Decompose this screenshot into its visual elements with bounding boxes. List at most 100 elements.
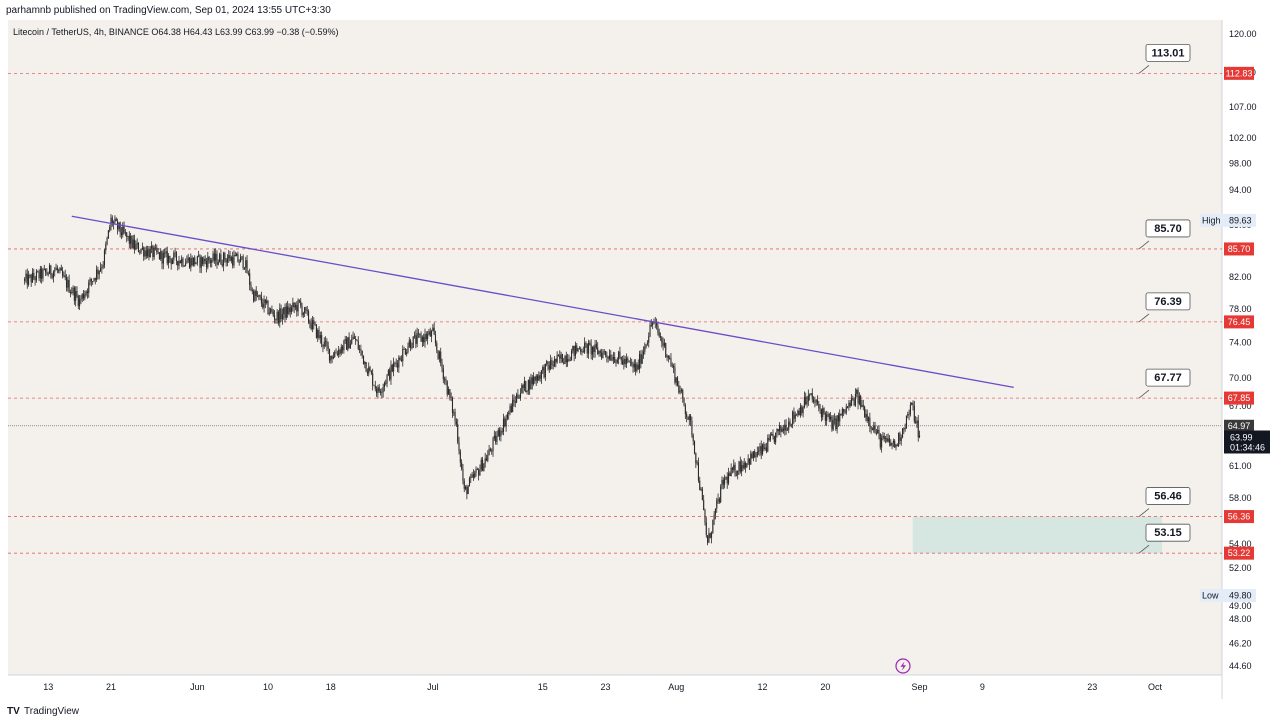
candle-body — [42, 269, 44, 279]
candle-body — [76, 291, 78, 297]
candle-body — [173, 252, 175, 261]
candle-body — [807, 395, 809, 402]
candle-body — [578, 348, 580, 350]
candle-body — [224, 253, 226, 261]
descending-trendline[interactable] — [71, 215, 1014, 388]
candle-body — [297, 299, 299, 312]
candle-body — [236, 253, 238, 257]
candle-body — [478, 469, 480, 476]
candle-body — [436, 343, 438, 351]
candle-body — [153, 247, 155, 257]
level-callout[interactable]: 85.70 — [1138, 219, 1191, 250]
candle-body — [385, 382, 387, 384]
candle-body — [174, 252, 176, 254]
candle-body — [886, 438, 888, 442]
candle-body — [781, 428, 783, 432]
lightning-event-icon[interactable] — [895, 658, 911, 674]
candle-body — [710, 532, 713, 538]
candle-body — [898, 433, 900, 446]
level-callout[interactable]: 56.46 — [1138, 487, 1191, 517]
candle-body — [590, 344, 592, 355]
candle-body — [705, 522, 707, 536]
candle-body — [275, 319, 277, 321]
candle-body — [130, 235, 132, 244]
candle-body — [782, 428, 785, 431]
level-callout[interactable]: 76.39 — [1138, 292, 1191, 323]
candle-body — [645, 344, 647, 347]
level-price-tag — [1224, 242, 1254, 256]
candle-body — [26, 273, 28, 285]
candle-body — [345, 338, 348, 350]
candle-body — [731, 467, 734, 470]
candle-body — [457, 424, 459, 443]
candle-body — [207, 256, 209, 268]
candle-body — [364, 362, 366, 365]
candle-body — [196, 256, 198, 263]
candle-body — [390, 364, 392, 380]
candle-body — [381, 392, 383, 393]
candle-body — [909, 404, 911, 415]
candle-body — [219, 254, 221, 263]
candle-body — [140, 249, 142, 253]
candle-body — [79, 298, 81, 307]
candle-body — [262, 303, 264, 308]
candle-body — [250, 285, 252, 291]
candle-body — [831, 416, 833, 430]
candle-body — [612, 356, 614, 360]
candle-body — [916, 420, 918, 424]
candle-body — [845, 406, 847, 413]
candle-body — [335, 352, 337, 354]
candle-body — [293, 302, 295, 308]
callout-label: 76.39 — [1154, 296, 1182, 308]
candle-body — [862, 405, 864, 407]
candle-body — [680, 389, 682, 392]
level-callouts[interactable]: 113.01 85.70 76.39 67.77 56.46 53.15 — [1138, 43, 1191, 554]
candle-body — [896, 444, 898, 446]
candle-body — [615, 362, 617, 364]
candle-body — [466, 486, 468, 495]
candle-body — [419, 333, 421, 335]
candle-body — [857, 389, 859, 404]
candle-body — [164, 252, 166, 254]
candle-body — [748, 458, 751, 465]
countdown-text: 01:34:46 — [1230, 442, 1265, 452]
candle-body — [468, 478, 471, 487]
price-axis[interactable] — [1222, 20, 1280, 675]
candle-body — [169, 255, 171, 259]
candle-body — [828, 414, 830, 420]
candle-body — [593, 346, 595, 353]
level-callout[interactable]: 67.77 — [1138, 368, 1191, 399]
candle-body — [873, 425, 875, 431]
candle-body — [742, 465, 744, 469]
candle-body — [641, 354, 643, 364]
candle-body — [605, 351, 607, 356]
candle-body — [535, 375, 537, 381]
callout-label: 113.01 — [1151, 47, 1184, 59]
candle-body — [839, 413, 841, 422]
x-tick: 15 — [538, 682, 548, 692]
candle-body — [166, 251, 168, 264]
candle-body — [720, 486, 722, 503]
candle-body — [437, 350, 439, 359]
candle-body — [892, 440, 894, 443]
candle-body — [400, 359, 402, 362]
candle-body — [836, 415, 838, 430]
level-callout[interactable]: 113.01 — [1138, 43, 1191, 74]
candle-body — [348, 337, 350, 349]
candle-body — [33, 272, 35, 279]
time-axis[interactable] — [8, 675, 1222, 699]
x-tick: 23 — [601, 682, 611, 692]
candle-body — [157, 252, 159, 253]
candle-body — [560, 354, 562, 359]
candle-body — [864, 406, 866, 418]
level-callout[interactable]: 53.15 — [1138, 523, 1191, 554]
candle-body — [349, 343, 351, 349]
candle-body — [557, 355, 559, 356]
price-chart[interactable]: 113.01 85.70 76.39 67.77 56.46 53.15 120.00 11… — [0, 20, 1280, 700]
candle-body — [835, 418, 837, 430]
candle-body — [143, 247, 145, 257]
candle-body — [294, 305, 297, 308]
candle-body — [830, 416, 832, 420]
candle-body — [305, 307, 307, 311]
candle-body — [161, 251, 163, 264]
